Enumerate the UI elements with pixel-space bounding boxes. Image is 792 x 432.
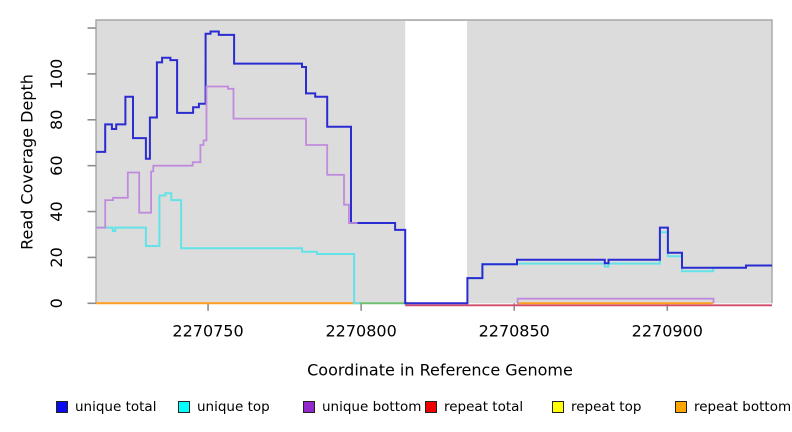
legend-label: unique top xyxy=(197,399,270,415)
y-tick-label: 80 xyxy=(47,110,66,130)
y-tick-label: 20 xyxy=(47,247,66,267)
x-tick-label: 2270750 xyxy=(172,321,243,340)
legend-swatch-icon xyxy=(675,401,687,413)
series-unique-bottom xyxy=(96,85,358,229)
series-unique-bottom xyxy=(516,297,715,305)
x-tick-label: 2270900 xyxy=(632,321,703,340)
y-tick-label: 100 xyxy=(47,59,66,90)
x-tick-label: 2270850 xyxy=(479,321,550,340)
legend-swatch-icon xyxy=(56,401,68,413)
legend-swatch-icon xyxy=(552,401,564,413)
x-axis-title: Coordinate in Reference Genome xyxy=(307,360,573,380)
legend-swatch-icon xyxy=(303,401,315,413)
y-tick-label: 0 xyxy=(47,298,66,308)
legend-item-repeat-top: repeat top xyxy=(552,399,642,415)
legend-item-repeat-bottom: repeat bottom xyxy=(675,399,792,415)
legend-item-unique-total: unique total xyxy=(56,399,157,415)
x-tick-label: 2270800 xyxy=(326,321,397,340)
plot-border xyxy=(95,19,773,304)
legend-item-unique-top: unique top xyxy=(178,399,270,415)
legend-label: repeat bottom xyxy=(694,399,792,415)
y-axis-title: Read Coverage Depth xyxy=(17,74,37,250)
y-tick-label: 60 xyxy=(47,155,66,175)
legend-label: repeat total xyxy=(444,399,524,415)
legend-swatch-icon xyxy=(425,401,437,413)
legend-label: unique bottom xyxy=(322,399,422,415)
legend-item-unique-bottom: unique bottom xyxy=(303,399,422,415)
legend-swatch-icon xyxy=(178,401,190,413)
legend-item-repeat-total: repeat total xyxy=(425,399,524,415)
y-tick-label: 40 xyxy=(47,201,66,221)
legend-label: unique total xyxy=(75,399,157,415)
series-unique-top xyxy=(96,192,360,305)
masked-region xyxy=(405,21,468,304)
legend-label: repeat top xyxy=(571,399,642,415)
series-unique-total xyxy=(96,30,772,305)
